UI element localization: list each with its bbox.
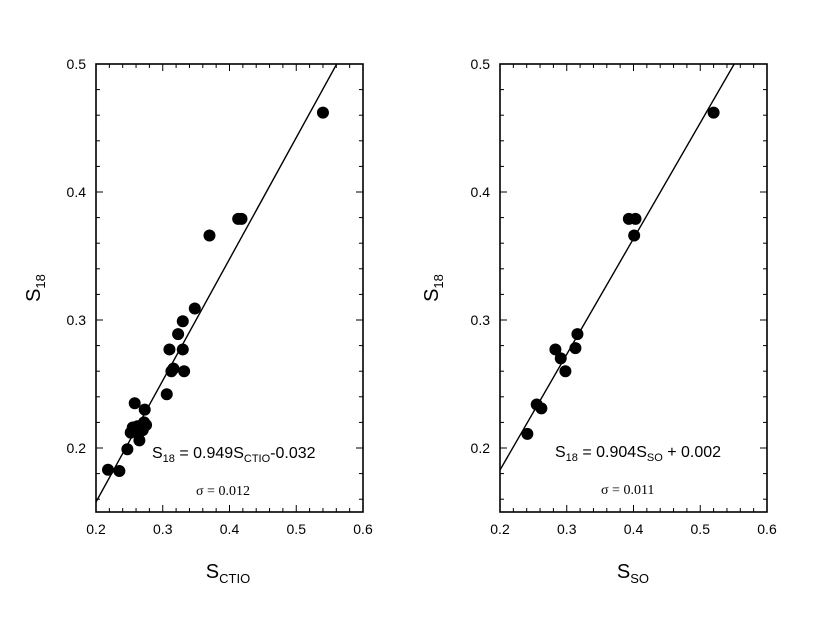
x-tick-label: 0.4 — [624, 521, 644, 537]
y-axis-label: S18 — [23, 274, 48, 302]
sigma-label: σ = 0.011 — [601, 483, 654, 498]
data-point — [629, 212, 642, 225]
equation-symbol: S — [152, 445, 163, 462]
data-point — [102, 463, 115, 476]
fit-equation: S18 = 0.904SSO + 0.002 — [555, 444, 721, 464]
data-point — [535, 402, 548, 415]
y-axis-subscript: 18 — [33, 274, 48, 288]
data-point — [167, 362, 180, 375]
data-point — [140, 418, 153, 431]
x-tick-label: 0.4 — [220, 521, 240, 537]
x-axis-label: SSO — [617, 561, 649, 586]
y-tick-label: 0.5 — [471, 56, 491, 72]
data-point — [172, 328, 185, 341]
data-point — [178, 365, 191, 378]
data-point — [628, 229, 641, 242]
x-tick-label: 0.6 — [353, 521, 373, 537]
data-point — [707, 106, 720, 119]
y-axis-symbol: S — [421, 289, 443, 302]
data-point — [569, 342, 582, 355]
data-point — [138, 403, 151, 416]
y-tick-label: 0.3 — [67, 312, 87, 328]
x-axis-subscript: CTIO — [219, 571, 250, 586]
data-point — [113, 465, 126, 478]
equation-subscript: 18 — [566, 452, 578, 464]
x-tick-label: 0.6 — [757, 521, 777, 537]
data-point — [549, 343, 562, 356]
data-point — [133, 434, 146, 447]
data-point — [203, 229, 216, 242]
y-tick-label: 0.5 — [67, 56, 87, 72]
data-point — [521, 427, 534, 440]
y-tick-label: 0.2 — [67, 440, 87, 456]
fit-equation: S18 = 0.949SCTIO-0.032 — [152, 445, 316, 465]
y-tick-label: 0.4 — [471, 184, 491, 200]
data-point — [121, 443, 134, 456]
data-point — [316, 106, 329, 119]
y-axis-subscript: 18 — [431, 274, 446, 288]
equation-intercept: + 0.002 — [663, 444, 721, 461]
x-tick-label: 0.5 — [691, 521, 711, 537]
y-axis-label: S18 — [421, 274, 446, 302]
equation-coefficient: = 0.949S — [175, 445, 244, 462]
x-axis-subscript: SO — [630, 571, 649, 586]
data-point — [559, 365, 572, 378]
equation-coefficient: = 0.904S — [578, 444, 647, 461]
data-point — [554, 352, 567, 365]
data-point — [188, 302, 201, 315]
data-point — [176, 315, 189, 328]
data-point — [235, 212, 248, 225]
equation-subscript: SO — [647, 452, 663, 464]
y-tick-label: 0.2 — [471, 440, 491, 456]
equation-subscript: 18 — [163, 453, 175, 465]
x-tick-label: 0.3 — [557, 521, 577, 537]
data-point — [571, 328, 584, 341]
equation-subscript: CTIO — [244, 453, 271, 465]
y-tick-label: 0.3 — [471, 312, 491, 328]
x-tick-label: 0.2 — [86, 521, 106, 537]
equation-intercept: -0.032 — [270, 445, 315, 462]
equation-symbol: S — [555, 444, 566, 461]
x-axis-label: SCTIO — [206, 561, 250, 586]
data-point — [128, 397, 141, 410]
data-point — [160, 388, 173, 401]
x-tick-label: 0.2 — [490, 521, 510, 537]
y-tick-label: 0.4 — [67, 184, 87, 200]
data-point — [176, 343, 189, 356]
sigma-label: σ = 0.012 — [196, 484, 250, 499]
data-point — [163, 343, 176, 356]
x-axis-symbol: S — [617, 561, 630, 583]
x-tick-label: 0.5 — [287, 521, 307, 537]
x-tick-label: 0.3 — [153, 521, 173, 537]
x-axis-symbol: S — [206, 561, 219, 583]
y-axis-symbol: S — [23, 289, 45, 302]
